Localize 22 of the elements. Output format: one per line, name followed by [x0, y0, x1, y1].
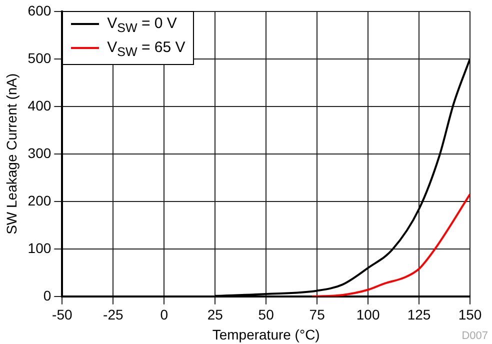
x-tick-label: -25 [103, 306, 124, 323]
x-tick-label: 150 [458, 306, 482, 323]
x-tick-label: 50 [258, 306, 274, 323]
legend-label: V$_{SW}$ = 65 V [106, 38, 186, 62]
x-tick-label: 25 [207, 306, 224, 323]
x-tick-label: 100 [356, 306, 380, 323]
y-tick-label: 500 [28, 50, 52, 66]
x-axis-title: Temperature (°C) [212, 326, 320, 342]
y-tick-label: 0 [43, 287, 52, 304]
x-tick-label: -50 [52, 306, 72, 323]
y-tick-label: 300 [28, 144, 52, 161]
line-series [310, 193, 470, 296]
y-tick-label: 100 [28, 240, 52, 256]
legend-label: V$_{SW}$ = 0 V [106, 14, 178, 38]
text: D007 [462, 330, 488, 342]
y-tick-label: 600 [28, 2, 52, 18]
y-axis-title: SW Leakage Current (nA) [3, 73, 20, 234]
y-tick-label: 400 [28, 97, 52, 114]
x-tick-label: 0 [160, 306, 168, 323]
x-tick-label: 125 [407, 306, 431, 323]
x-tick-label: 75 [309, 306, 326, 323]
y-tick-label: 200 [28, 192, 52, 208]
